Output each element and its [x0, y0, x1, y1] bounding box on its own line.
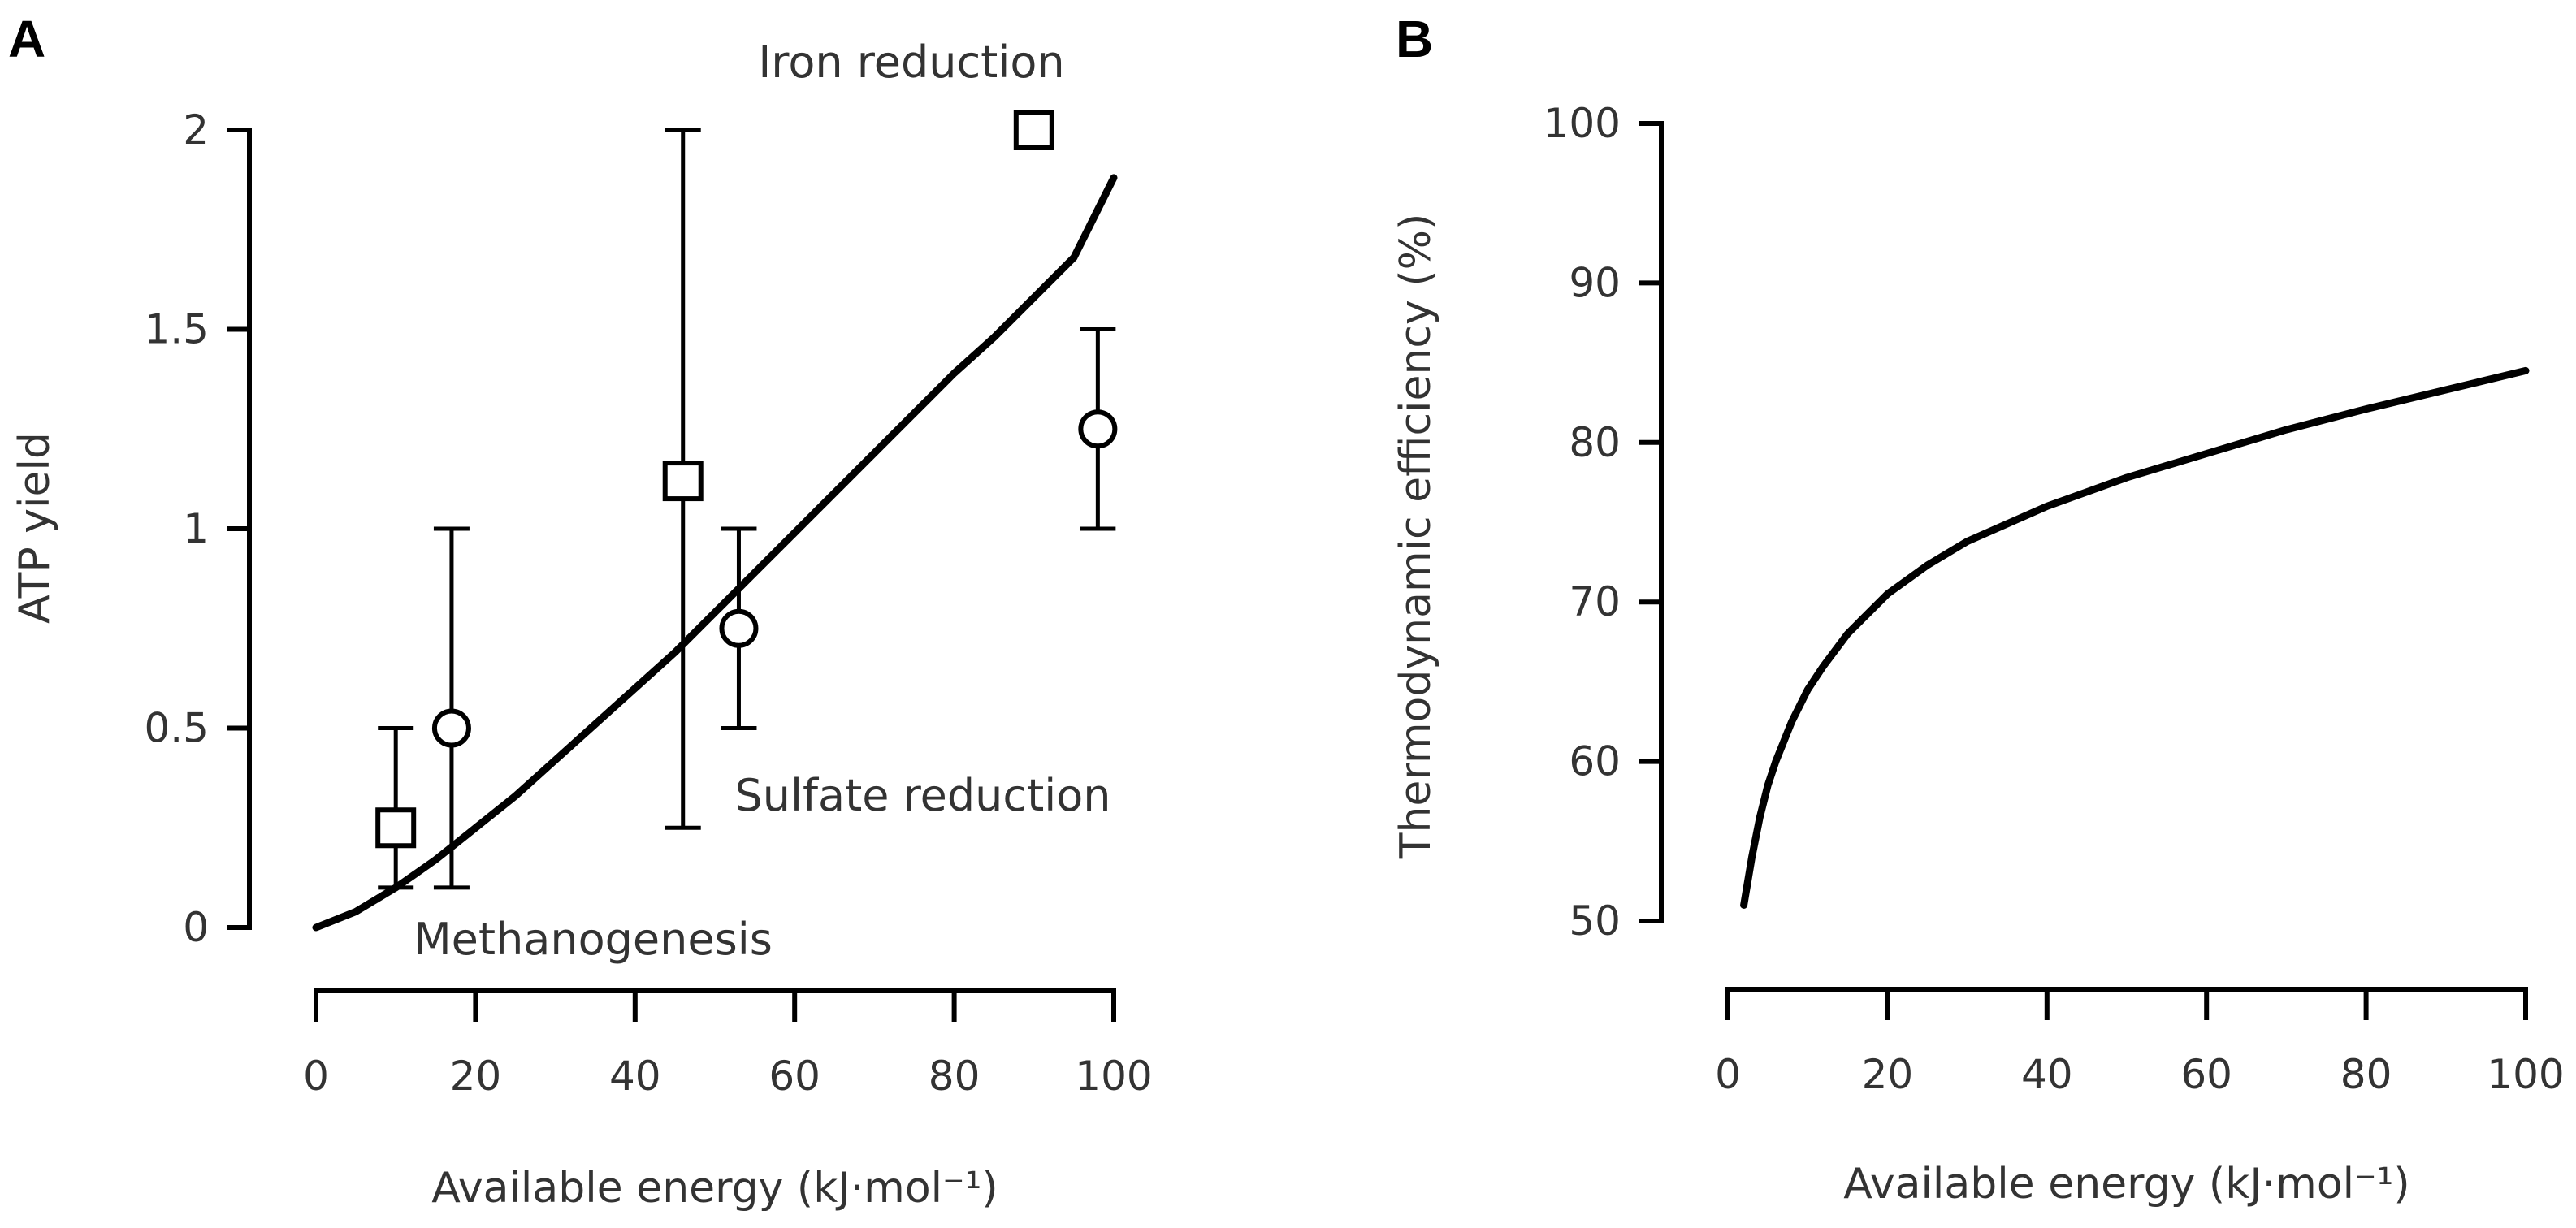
square-marker-2 — [1013, 110, 1054, 150]
a-y-axis-title: ATP yield — [11, 432, 59, 624]
a-x-axis-title: Available energy (kJ·mol⁻¹) — [431, 1164, 998, 1213]
a-fit-line — [312, 174, 1118, 932]
b-y-ticks: 50 60 70 80 90 100 — [1543, 100, 1661, 945]
a-y-tick-label-0: 0 — [183, 904, 209, 951]
a-fit-line-group — [312, 174, 1118, 932]
a-y-tick-label-2: 1 — [183, 505, 209, 552]
b-x-tick-label-3: 60 — [2180, 1051, 2232, 1098]
a-y-tick-label-3: 1.5 — [144, 306, 209, 353]
annotation-iron-reduction: Iron reduction — [758, 37, 1064, 88]
annotation-sulfate-reduction: Sulfate reduction — [734, 770, 1110, 821]
b-curve-group — [1740, 366, 2530, 909]
b-x-tick-label-0: 0 — [1715, 1051, 1741, 1098]
panel-a-letter: A — [8, 10, 45, 68]
b-y-tick-label-1: 60 — [1569, 738, 1621, 785]
a-x-tick-label-1: 20 — [450, 1053, 502, 1100]
error-bar-circles-0 — [433, 526, 470, 890]
b-y-tick-label-5: 100 — [1543, 100, 1621, 147]
circle-marker-1 — [719, 608, 759, 648]
a-y-tick-label-1: 0.5 — [144, 705, 209, 752]
b-x-ticks: 0 20 40 60 80 100 — [1715, 989, 2565, 1098]
a-x-tick-label-2: 40 — [609, 1053, 661, 1100]
a-y-tick-label-4: 2 — [183, 106, 209, 154]
b-x-tick-label-4: 80 — [2340, 1051, 2392, 1098]
b-y-tick-label-4: 90 — [1569, 259, 1621, 306]
a-x-tick-label-5: 100 — [1075, 1053, 1152, 1100]
b-y-tick-label-3: 80 — [1569, 419, 1621, 466]
square-marker-1 — [662, 460, 704, 502]
panel-a-atp-yield-chart: A 0 0.5 1 1.5 2 0 20 40 60 80 100 ATP yield Avail… — [8, 10, 1153, 1213]
a-x-tick-label-4: 80 — [929, 1053, 981, 1100]
circle-marker-0 — [431, 708, 471, 748]
a-x-ticks: 0 20 40 60 80 100 — [303, 991, 1153, 1100]
b-x-axis-title: Available energy (kJ·mol⁻¹) — [1843, 1160, 2409, 1209]
a-x-tick-label-3: 60 — [768, 1053, 820, 1100]
a-x-tick-label-0: 0 — [303, 1053, 329, 1100]
b-x-tick-label-2: 40 — [2021, 1051, 2073, 1098]
b-y-tick-label-2: 70 — [1569, 578, 1621, 625]
a-y-ticks: 0 0.5 1 1.5 2 — [144, 106, 249, 951]
b-y-tick-label-0: 50 — [1569, 897, 1621, 945]
b-efficiency-curve — [1740, 366, 2530, 909]
a-markers — [375, 110, 1118, 849]
square-marker-0 — [375, 807, 417, 849]
annotation-methanogenesis: Methanogenesis — [413, 914, 773, 965]
b-x-tick-label-1: 20 — [1862, 1051, 1914, 1098]
panel-b-efficiency-chart: B 50 60 70 80 90 100 0 20 40 60 80 100 Thermodynam… — [1392, 10, 2565, 1209]
b-x-tick-label-5: 100 — [2487, 1051, 2564, 1098]
panel-b-letter: B — [1396, 10, 1433, 68]
circle-marker-2 — [1078, 409, 1118, 449]
b-y-axis-title: Thermodynamic efficiency (%) — [1392, 214, 1440, 860]
